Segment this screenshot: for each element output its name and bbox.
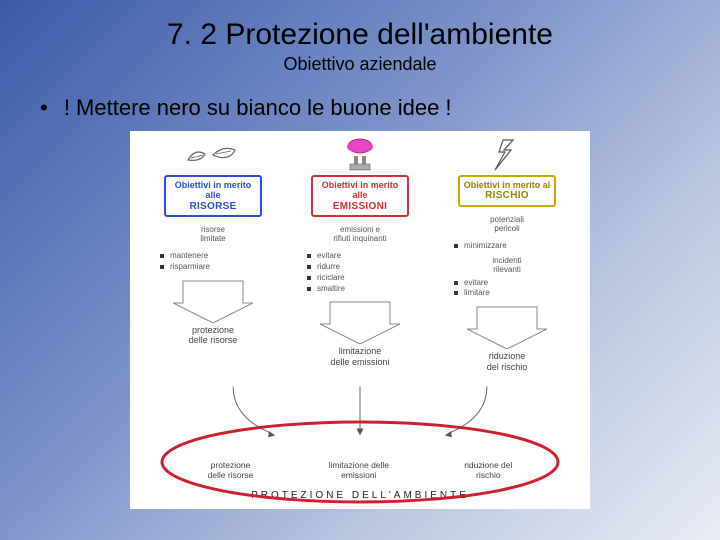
- item: mantenere: [170, 251, 210, 262]
- item: ridurre: [317, 262, 345, 273]
- items-list: evitare ridurre riciclare smaltire: [295, 251, 345, 294]
- factory-icon: [338, 137, 382, 173]
- obj-main: RISORSE: [168, 201, 258, 213]
- slide-title: 7. 2 Protezione dell'ambiente: [40, 18, 680, 52]
- converge-arrows: [130, 383, 590, 453]
- items-list: minimizzare: [442, 241, 507, 252]
- column-rischio: Obiettivi in merito al RISCHIO potenzial…: [442, 137, 572, 372]
- sub-text-2: incidentirilevanti: [492, 256, 521, 276]
- bullet-item: • ! Mettere nero su bianco le buone idee…: [40, 95, 680, 121]
- obj-top: Obiettivi in merito alle: [168, 180, 258, 201]
- bolt-icon: [489, 137, 525, 173]
- obj-main: RISCHIO: [462, 190, 552, 202]
- column-emissioni: Obiettivi in merito alle EMISSIONI emiss…: [295, 137, 425, 372]
- leaf-icon: [183, 137, 243, 173]
- bullet-text: ! Mettere nero su bianco le buone idee !: [64, 95, 452, 120]
- mid-label: limitazionedelle emissioni: [330, 346, 389, 367]
- slide-subtitle: Obiettivo aziendale: [40, 54, 680, 75]
- obj-top: Obiettivi in merito al: [462, 180, 552, 190]
- item: riciclare: [317, 273, 345, 284]
- mid-label: protezionedelle risorse: [189, 325, 238, 346]
- items-list: mantenere risparmiare: [148, 251, 210, 273]
- item: risparmiare: [170, 262, 210, 273]
- column-risorse: Obiettivi in merito alle RISORSE risorse…: [148, 137, 278, 372]
- objective-box-rischio: Obiettivi in merito al RISCHIO: [458, 175, 556, 207]
- mid-label: riduzionedel rischio: [487, 351, 528, 372]
- arrow-down-icon: [320, 300, 400, 344]
- sub-text: emissioni erifiuti inquinanti: [333, 225, 386, 245]
- items-list-2: evitare limitare: [442, 278, 490, 300]
- bottom-labels: protezionedelle risorse limitazione dell…: [130, 461, 590, 481]
- sub-text: risorselimitate: [200, 225, 225, 245]
- objective-box-risorse: Obiettivi in merito alle RISORSE: [164, 175, 262, 217]
- arrow-down-icon: [173, 279, 253, 323]
- bullet-dot: •: [40, 95, 48, 120]
- bottom-label: protezionedelle risorse: [208, 461, 254, 481]
- obj-main: EMISSIONI: [315, 201, 405, 213]
- final-label: PROTEZIONE DELL'AMBIENTE: [130, 490, 590, 501]
- item: smaltire: [317, 284, 345, 295]
- objective-box-emissioni: Obiettivi in merito alle EMISSIONI: [311, 175, 409, 217]
- sub-text: potenzialipericoli: [490, 215, 524, 235]
- bottom-label: riduzione delrischio: [464, 461, 512, 481]
- obj-top: Obiettivi in merito alle: [315, 180, 405, 201]
- item: evitare: [464, 278, 490, 289]
- arrow-down-icon: [467, 305, 547, 349]
- item: limitare: [464, 288, 490, 299]
- item: minimizzare: [464, 241, 507, 252]
- diagram: Obiettivi in merito alle RISORSE risorse…: [130, 131, 590, 509]
- bottom-label: limitazione delleemissioni: [329, 461, 389, 481]
- columns-row: Obiettivi in merito alle RISORSE risorse…: [130, 131, 590, 372]
- item: evitare: [317, 251, 345, 262]
